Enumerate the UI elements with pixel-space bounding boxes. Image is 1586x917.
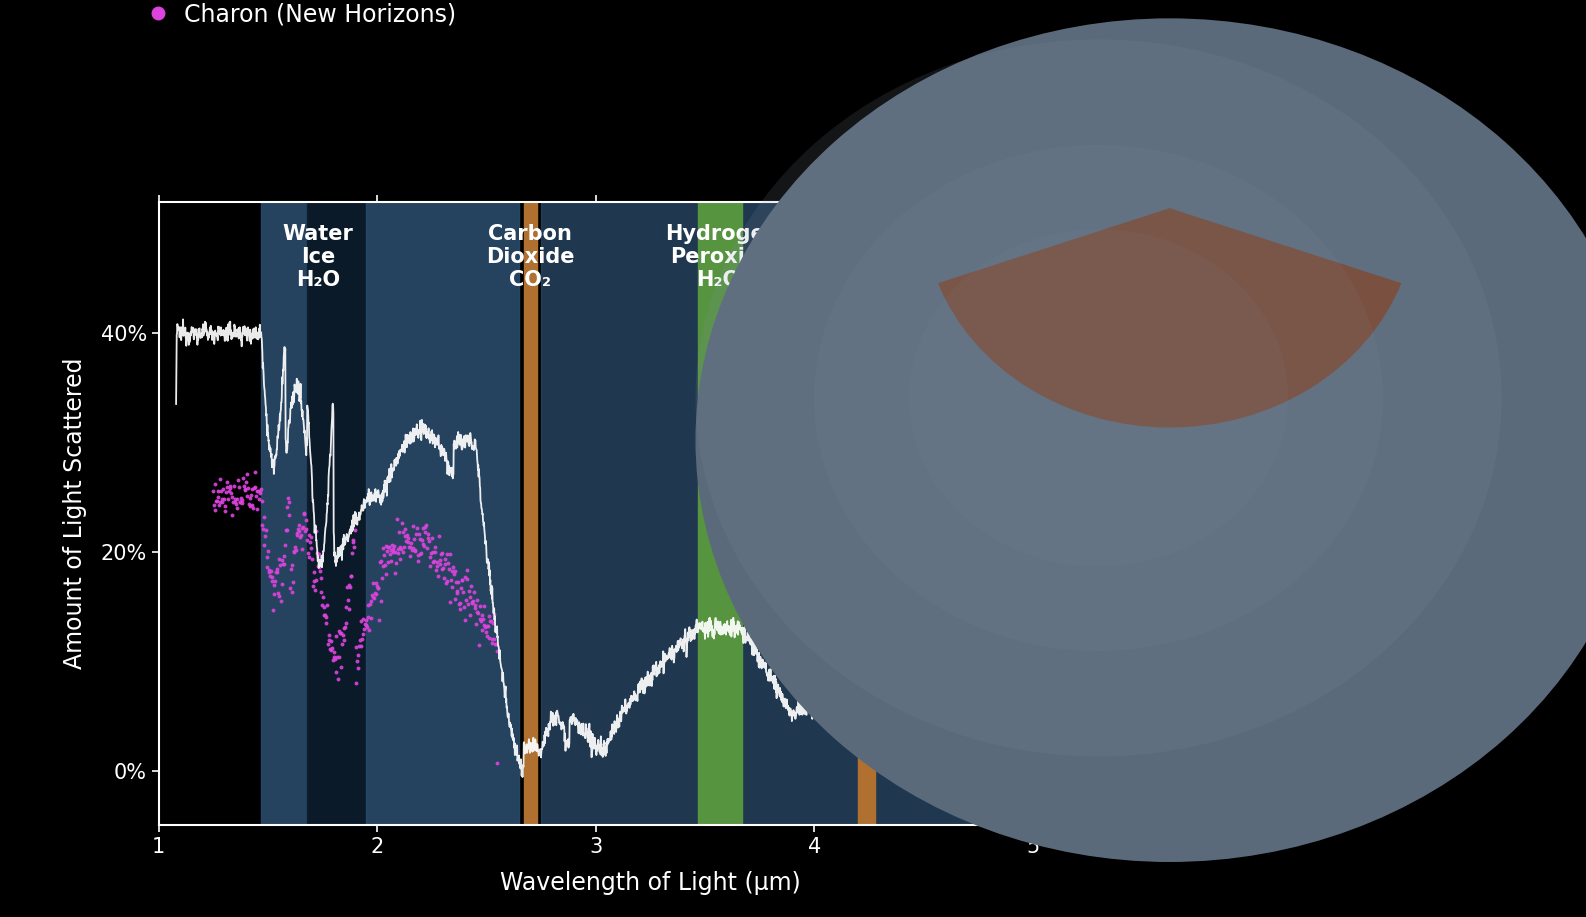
Text: Carbon
Dioxide
CO₂: Carbon Dioxide CO₂ <box>831 224 920 290</box>
Legend: Charon (JWST), Charon (New Horizons): Charon (JWST), Charon (New Horizons) <box>151 0 455 27</box>
Wedge shape <box>937 208 1402 427</box>
Text: Water
Ice
H₂O: Water Ice H₂O <box>282 224 354 290</box>
Bar <box>541 202 1131 825</box>
X-axis label: Wavelength of Light (μm): Wavelength of Light (μm) <box>500 871 801 895</box>
Circle shape <box>814 145 1383 651</box>
Bar <box>858 202 875 825</box>
Bar <box>523 202 536 825</box>
Bar <box>262 202 308 825</box>
Text: Carbon
Dioxide
CO₂: Carbon Dioxide CO₂ <box>485 224 574 290</box>
Circle shape <box>696 18 1586 862</box>
Text: Hydrogen
Peroxide
H₂O₂: Hydrogen Peroxide H₂O₂ <box>665 224 780 290</box>
Y-axis label: Amount of Light Scattered: Amount of Light Scattered <box>63 358 87 669</box>
Bar <box>308 202 366 825</box>
Bar <box>698 202 742 825</box>
Bar <box>366 202 519 825</box>
Circle shape <box>909 229 1288 567</box>
Circle shape <box>695 39 1502 757</box>
